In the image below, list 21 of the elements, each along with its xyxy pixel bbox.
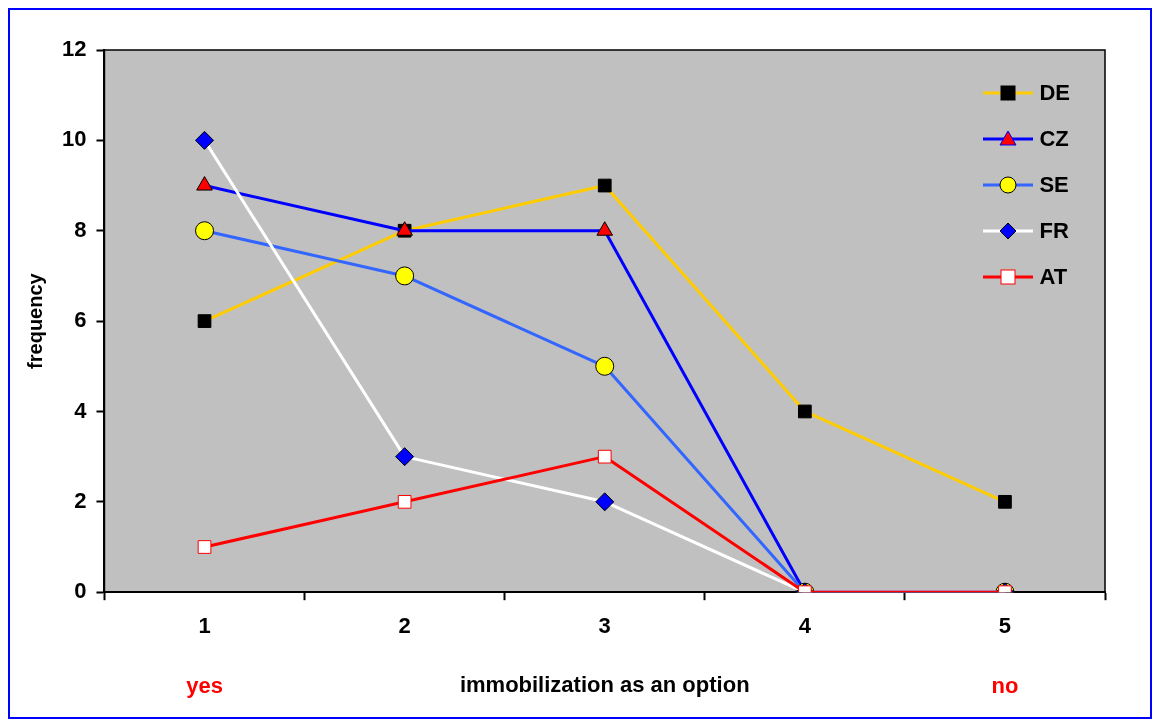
x-axis-title: immobilization as an option xyxy=(459,671,750,697)
y-tick-label: 4 xyxy=(74,397,88,423)
x-tick-label: 2 xyxy=(398,613,411,639)
x-tick-label: 5 xyxy=(998,613,1012,639)
y-tick-label: 2 xyxy=(74,487,87,513)
legend-label: SE xyxy=(1039,172,1069,198)
legend-label: FR xyxy=(1039,218,1069,244)
y-tick-label: 8 xyxy=(74,216,87,242)
legend-label: CZ xyxy=(1039,126,1069,152)
y-tick-label: 10 xyxy=(61,126,87,152)
text: no xyxy=(991,673,1019,699)
y-tick-label: 12 xyxy=(61,36,87,62)
legend-label: AT xyxy=(1039,264,1068,290)
y-axis-title: frequency xyxy=(23,272,46,369)
y-tick-label: 0 xyxy=(74,578,87,604)
x-tick-label: 3 xyxy=(598,613,611,639)
text: yes xyxy=(186,673,223,699)
x-tick-label: 1 xyxy=(198,613,211,639)
y-tick-label: 6 xyxy=(74,307,87,333)
legend-label: DE xyxy=(1039,80,1070,106)
x-tick-label: 4 xyxy=(798,613,812,639)
